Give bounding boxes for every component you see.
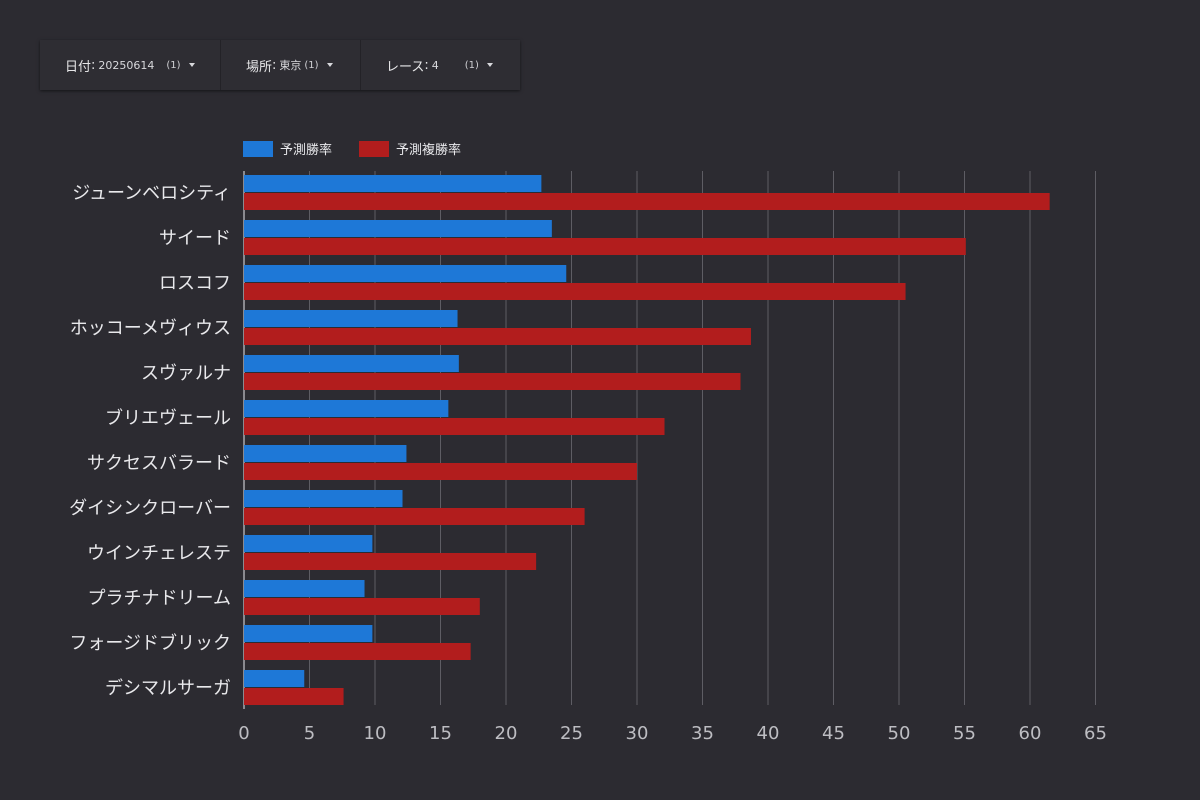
x-tick-label: 55 [953, 723, 976, 744]
bar-2[interactable] [244, 508, 585, 525]
category-label: ダイシンクローバー [69, 498, 231, 519]
bar-1[interactable] [244, 670, 305, 687]
category-label: デシマルサーガ [105, 678, 231, 699]
category-label: ジューンベロシティ [72, 183, 231, 204]
x-tick-label: 25 [560, 723, 583, 744]
bar-1[interactable] [244, 220, 552, 237]
category-label: フォージドブリック [69, 632, 231, 654]
bar-1[interactable] [244, 265, 567, 282]
filter-date-label: 日付 [65, 59, 92, 75]
bar-2[interactable] [244, 553, 537, 570]
x-tick-label: 35 [691, 723, 714, 744]
legend-swatch-2[interactable] [359, 141, 390, 157]
filter-race-count: (1) [464, 59, 479, 71]
bar-2[interactable] [244, 688, 344, 705]
bar-1[interactable] [244, 355, 459, 372]
category-label: ブリエヴェール [105, 407, 231, 429]
filter-place-colon: : [272, 57, 277, 73]
x-tick-label: 40 [757, 723, 780, 744]
x-tick-label: 65 [1084, 723, 1107, 744]
bar-2[interactable] [244, 643, 471, 660]
bar-2[interactable] [244, 598, 480, 615]
x-tick-label: 15 [429, 723, 452, 744]
bar-2[interactable] [244, 463, 637, 480]
filter-bar: 日付: 20250614 (1) 場所: 東京 (1) レース: 4 (1) [40, 40, 520, 90]
category-label: スヴァルナ [141, 363, 231, 384]
bar-2[interactable] [244, 418, 665, 435]
category-label: ウインチェレステ [87, 543, 231, 564]
legend-label-2[interactable]: 予測複勝率 [396, 142, 461, 158]
filter-place-label: 場所 [246, 59, 273, 75]
filter-race-label: レース [386, 59, 425, 75]
bar-1[interactable] [244, 175, 542, 192]
bar-2[interactable] [244, 373, 741, 390]
bar-2[interactable] [244, 283, 906, 300]
bar-1[interactable] [244, 400, 449, 417]
x-tick-label: 20 [495, 723, 518, 744]
category-label: サクセスバラード [87, 453, 231, 474]
filter-date[interactable]: 日付: 20250614 (1) [40, 40, 220, 90]
bar-1[interactable] [244, 535, 373, 552]
filter-date-colon: : [91, 57, 96, 73]
filter-race-colon: : [424, 57, 429, 73]
category-label: プラチナドリーム [88, 588, 231, 609]
legend-label-1[interactable]: 予測勝率 [280, 142, 332, 158]
x-tick-label: 0 [238, 723, 249, 744]
category-label: ロスコフ [159, 273, 231, 294]
category-label: ホッコーメヴィウス [70, 318, 231, 339]
filter-date-count: (1) [166, 59, 181, 71]
x-tick-label: 30 [626, 723, 649, 744]
filter-place-value: 東京 [279, 59, 302, 72]
chevron-down-icon[interactable] [188, 63, 195, 67]
x-tick-label: 5 [304, 723, 315, 744]
bar-1[interactable] [244, 580, 365, 597]
bar-2[interactable] [244, 328, 751, 345]
bar-2[interactable] [244, 238, 966, 255]
bar-1[interactable] [244, 625, 373, 642]
bar-1[interactable] [244, 310, 458, 327]
x-tick-label: 45 [822, 723, 845, 744]
legend-swatch-1[interactable] [243, 141, 273, 157]
filter-date-value: 20250614 [98, 58, 155, 72]
bar-1[interactable] [244, 490, 403, 507]
filter-race[interactable]: レース: 4 (1) [360, 40, 520, 90]
bar-1[interactable] [244, 445, 407, 462]
chevron-down-icon[interactable] [326, 63, 333, 67]
x-tick-label: 60 [1019, 723, 1042, 744]
chevron-down-icon[interactable] [486, 63, 493, 67]
filter-place[interactable]: 場所: 東京 (1) [220, 40, 360, 90]
category-label: サイード [159, 228, 231, 249]
filter-race-value: 4 [431, 58, 439, 72]
x-tick-label: 10 [364, 723, 387, 744]
filter-place-count: (1) [304, 59, 319, 71]
bar-2[interactable] [244, 193, 1050, 210]
x-tick-label: 50 [888, 723, 911, 744]
